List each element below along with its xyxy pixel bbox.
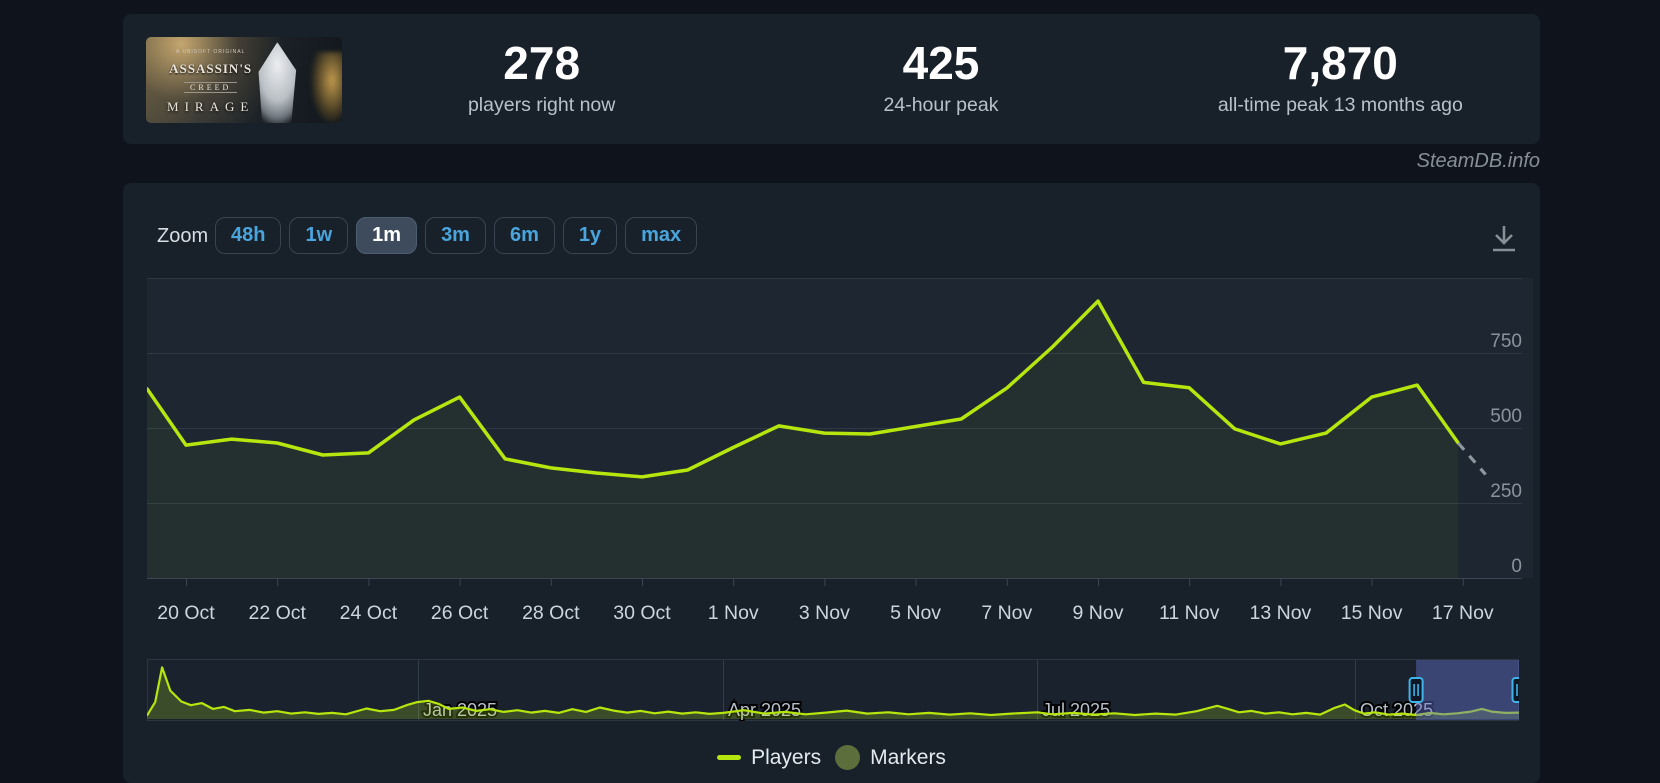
x-axis-label: 20 Oct [157,602,215,624]
range-selector: 48h 1w 1m 3m 6m 1y max [215,217,698,254]
range-3m[interactable]: 3m [425,217,486,254]
navigator-line [147,666,1519,717]
x-axis-label: 3 Nov [799,602,850,624]
banner-brand-mid: CREED [184,82,238,94]
game-banner: A UBISOFT ORIGINAL ASSASSIN'S CREED MIRA… [146,37,342,123]
range-1m[interactable]: 1m [356,217,418,254]
alltime-peak-value: 7,870 [1282,37,1398,89]
x-axis-label: 26 Oct [431,602,489,624]
legend-players-label: Players [751,745,822,769]
current-players-value: 278 [503,37,581,89]
players-area-fill [147,301,1459,578]
steamdb-watermark: SteamDB.info [1416,150,1540,172]
range-48h[interactable]: 48h [215,217,282,254]
navigator-handle-left[interactable] [1408,677,1424,703]
players-line-swatch [717,755,742,760]
players-line[interactable] [147,299,1460,479]
banner-art-glow [146,37,342,123]
banner-tagline: A UBISOFT ORIGINAL [176,49,246,56]
legend-markers-label: Markers [870,745,946,769]
x-axis-label: 15 Nov [1341,602,1403,624]
projection-dashed-line [1456,441,1487,476]
stat-alltime-peak: 7,870 all-time peak 13 months ago [1141,14,1540,144]
range-1y[interactable]: 1y [562,217,618,254]
x-axis-label: 9 Nov [1073,602,1124,624]
stats-row: 278 players right now 425 24-hour peak 7… [342,14,1540,144]
legend-markers[interactable]: Markers [835,745,946,770]
navigator-month-label: Apr 2025 [728,700,801,720]
zoom-label: Zoom [157,225,209,247]
x-axis-label: 30 Oct [613,602,671,624]
banner-text: A UBISOFT ORIGINAL ASSASSIN'S CREED MIRA… [160,49,262,115]
range-max[interactable]: max [625,217,698,254]
x-axis-label: 7 Nov [981,602,1032,624]
chart-panel: Zoom 48h 1w 1m 3m 6m 1y max 750 500 250 0 20… [123,183,1540,783]
y-axis-label: 750 [1490,331,1522,352]
peak-24h-value: 425 [902,37,980,89]
banner-brand-top: ASSASSIN'S [169,61,253,77]
alltime-peak-label: all-time peak 13 months ago [1217,94,1463,116]
current-players-label: players right now [467,94,616,116]
x-axis-label: 13 Nov [1250,602,1312,624]
header-panel: A UBISOFT ORIGINAL ASSASSIN'S CREED MIRA… [123,14,1540,144]
stat-current-players: 278 players right now [342,14,741,144]
peak-24h-label: 24-hour peak [883,94,999,116]
y-axis-label: 0 [1511,556,1522,577]
x-axis-label: 11 Nov [1159,602,1220,624]
chart-legend: Players Markers [123,745,1540,770]
download-icon[interactable] [1485,219,1523,259]
x-axis-label: 24 Oct [340,602,398,624]
range-6m[interactable]: 6m [493,217,555,254]
x-axis-label: 28 Oct [522,602,580,624]
x-axis-label: 22 Oct [248,602,306,624]
navigator-selection[interactable] [1416,660,1519,720]
x-axis-label: 1 Nov [708,602,759,624]
banner-art-gold [310,52,342,123]
navigator-handle-right[interactable] [1511,677,1520,703]
range-1w[interactable]: 1w [289,217,349,254]
legend-players[interactable]: Players [717,746,821,770]
markers-dot-swatch [835,745,861,770]
stat-24h-peak: 425 24-hour peak [741,14,1140,144]
players-line-chart[interactable]: 750 500 250 0 20 Oct 22 Oct 24 Oct 26 Oct 28 Oct… [147,278,1533,640]
x-axis-label: 5 Nov [890,602,941,624]
banner-title: MIRAGE [167,99,255,115]
y-axis-label: 250 [1490,481,1522,502]
x-axis-label: 17 Nov [1432,602,1494,624]
y-axis-label: 500 [1490,406,1522,427]
